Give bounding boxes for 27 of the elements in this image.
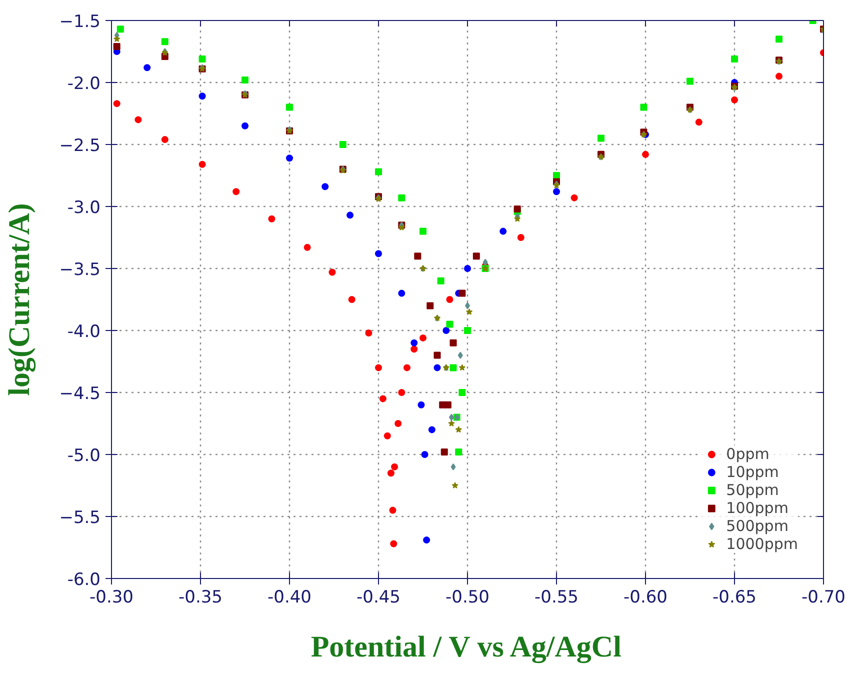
x-tick-label: -0.40 — [268, 588, 312, 608]
x-tick-label: -0.60 — [624, 588, 668, 608]
y-tick-label: -5.0 — [67, 446, 100, 466]
legend-label: 50ppm — [726, 481, 779, 499]
y-tick-label: −2.5 — [59, 136, 100, 156]
y-tick-label: -6.0 — [67, 570, 100, 590]
x-tick-label: -0.30 — [90, 588, 134, 608]
legend-label: 500ppm — [726, 517, 788, 535]
x-axis-title: Potential / V vs Ag/AgCl — [310, 630, 622, 664]
x-tick-label: -0.45 — [356, 588, 401, 608]
y-tick-label: −5.5 — [59, 508, 100, 528]
legend-label: 0ppm — [726, 445, 770, 463]
x-tick-label: -0.65 — [712, 588, 757, 608]
y-tick-label: −1.5 — [59, 12, 100, 32]
y-axis-title: log(Current/A) — [3, 203, 36, 396]
legend-label: 100ppm — [726, 499, 788, 517]
legend-label: 10ppm — [726, 463, 779, 481]
legend-label: 1000ppm — [726, 535, 798, 553]
y-tick-label: -4.0 — [67, 322, 100, 342]
x-tick-label: -0.55 — [534, 588, 579, 608]
y-tick-label: −4.5 — [59, 384, 100, 404]
x-tick-label: -0.70 — [802, 588, 846, 608]
x-tick-label: -0.50 — [446, 588, 490, 608]
x-tick-label: -0.35 — [178, 588, 223, 608]
y-tick-label: -3.0 — [67, 198, 100, 218]
y-tick-label: −3.5 — [59, 260, 100, 280]
y-tick-label: -2.0 — [67, 74, 100, 94]
